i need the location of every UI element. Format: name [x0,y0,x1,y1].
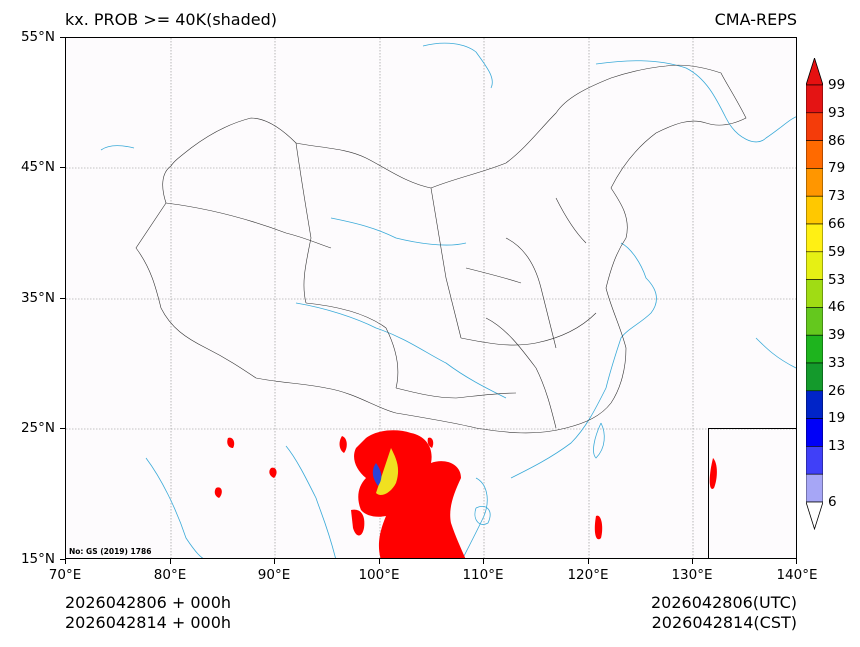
x-tick-mark [796,559,797,564]
map-plot-area: No: GS (2019) 1786 [65,37,797,559]
y-tick-mark [60,428,65,429]
colorbar-label: 66 [828,216,846,232]
y-tick-mark [60,298,65,299]
x-tick-mark [483,559,484,564]
x-tick-label: 70°E [48,567,82,583]
y-tick-label: 15°N [20,551,55,567]
y-tick-label: 25°N [20,420,55,436]
map-title: kx. PROB >= 40K(shaded) [65,10,277,29]
country-province-borders [135,64,747,434]
init-forecast-time: 2026042806 + 000h 2026042814 + 000h [65,593,231,633]
colorbar-label: 19 [828,410,846,426]
valid-time: 2026042806(UTC) 2026042814(CST) [651,593,797,633]
colorbar-label: 33 [828,355,846,371]
x-tick-label: 100°E [358,567,400,583]
y-tick-label: 45°N [20,159,55,175]
init-time-utc: 2026042806 + 000h [65,593,232,612]
x-tick-mark [588,559,589,564]
probability-shading [214,430,717,558]
y-tick-mark [60,167,65,168]
x-tick-mark [274,559,275,564]
colorbar-label: 46 [828,299,846,315]
x-tick-mark [692,559,693,564]
init-time-cst: 2026042814 + 000h [65,613,232,632]
map-approval-number: No: GS (2019) 1786 [69,547,152,556]
colorbar-label: 53 [828,272,846,288]
colorbar-label: 59 [828,244,846,260]
x-tick-label: 140°E [776,567,818,583]
colorbar-label: 79 [828,160,846,176]
colorbar-label: 39 [828,327,846,343]
x-tick-label: 80°E [153,567,187,583]
valid-time-cst: 2026042814(CST) [651,613,797,632]
valid-time-utc: 2026042806(UTC) [651,593,797,612]
y-tick-label: 55°N [20,29,55,45]
south-china-sea-inset [708,428,796,558]
x-tick-label: 120°E [567,567,609,583]
x-tick-mark [65,559,66,564]
x-tick-mark [170,559,171,564]
model-name: CMA-REPS [714,10,797,29]
colorbar-label: 93 [828,105,846,121]
y-tick-label: 35°N [20,290,55,306]
x-tick-label: 130°E [671,567,713,583]
colorbar [806,58,823,530]
map-canvas [66,38,796,558]
y-tick-mark [60,37,65,38]
colorbar-label: 13 [828,438,846,454]
colorbar-label: 73 [828,188,846,204]
x-tick-mark [379,559,380,564]
colorbar-over-triangle [806,58,823,86]
colorbar-label: 86 [828,133,846,149]
colorbar-label: 99 [828,77,846,93]
x-tick-label: 90°E [257,567,291,583]
colorbar-label: 6 [828,494,837,510]
colorbar-under-triangle [806,501,823,530]
coastlines [100,42,796,558]
x-tick-label: 110°E [462,567,504,583]
y-tick-mark [60,559,65,560]
colorbar-label: 26 [828,383,846,399]
